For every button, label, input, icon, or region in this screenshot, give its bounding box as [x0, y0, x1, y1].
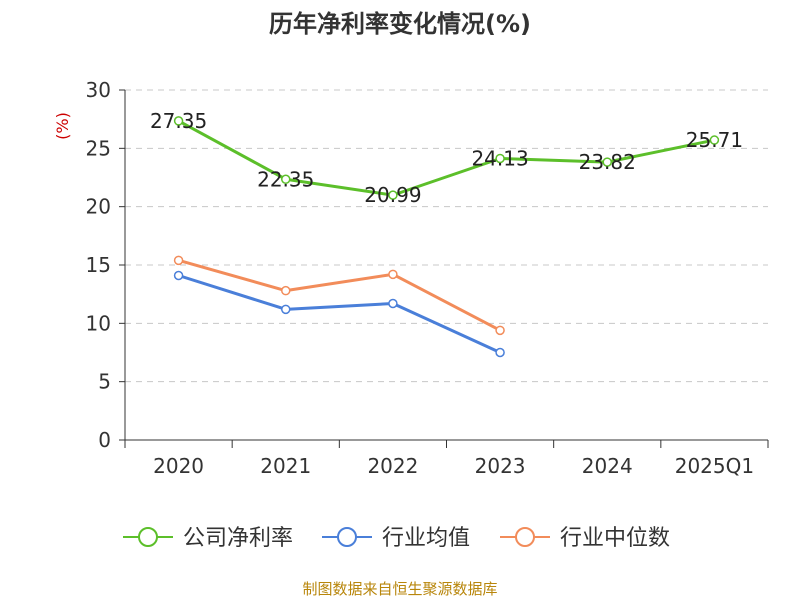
- x-tick-label: 2023: [475, 454, 526, 478]
- legend-entry: 公司净利率: [183, 526, 293, 551]
- y-tick-label: 25: [86, 136, 111, 160]
- x-tick-label: 2022: [367, 454, 418, 478]
- x-tick-label: 2021: [260, 454, 311, 478]
- series-lines: [173, 116, 720, 358]
- y-tick-label: 20: [86, 195, 111, 219]
- data-point: [281, 304, 291, 315]
- axes: 0 5 10 15 20 25 30 2020 2021 2022 2023 2024 2025Q1 (%…: [53, 78, 769, 478]
- y-tick-label: 30: [86, 78, 111, 102]
- series-line: [178, 274, 501, 354]
- data-point: [173, 116, 184, 126]
- x-tick-label: 2025Q1: [675, 454, 754, 478]
- data-label: 27.35: [150, 109, 207, 133]
- series-line: [177, 119, 715, 197]
- grid-lines: [125, 89, 768, 383]
- y-tick-label: 5: [98, 370, 111, 394]
- data-point: [495, 325, 505, 336]
- y-tick-label: 15: [86, 253, 111, 277]
- y-axis-label: (%): [53, 112, 72, 140]
- data-point: [173, 255, 184, 266]
- legend-marker: [337, 527, 357, 547]
- chart-title: 历年净利率变化情况(%): [269, 10, 531, 38]
- data-label: 20.99: [364, 183, 421, 207]
- y-tick-label: 0: [98, 428, 111, 452]
- data-point: [281, 174, 291, 184]
- legend-marker: [138, 527, 158, 547]
- data-labels: 27.35 22.35 20.99 24.13 23.82 25.71: [150, 109, 743, 207]
- legend: 公司净利率 行业均值 行业中位数: [123, 526, 670, 551]
- legend-entry: 行业均值: [382, 526, 470, 551]
- data-point: [388, 190, 398, 200]
- data-point: [388, 298, 398, 309]
- data-point: [709, 135, 720, 145]
- data-point: [602, 157, 612, 167]
- x-tick-label: 2024: [582, 454, 633, 478]
- data-point: [495, 347, 505, 358]
- data-point: [173, 270, 184, 281]
- source-note: 制图数据来自恒生聚源数据库: [302, 580, 498, 598]
- data-label: 24.13: [471, 146, 528, 170]
- x-tick-label: 2020: [153, 454, 204, 478]
- data-label: 22.35: [257, 167, 314, 191]
- data-label: 23.82: [579, 150, 636, 174]
- series-line: [178, 258, 501, 332]
- data-point: [495, 153, 505, 164]
- data-point: [281, 285, 291, 296]
- legend-entry: 行业中位数: [560, 526, 670, 551]
- y-tick-label: 10: [86, 311, 111, 335]
- data-label: 25.71: [686, 128, 743, 152]
- data-point: [388, 269, 398, 280]
- legend-marker: [515, 527, 535, 547]
